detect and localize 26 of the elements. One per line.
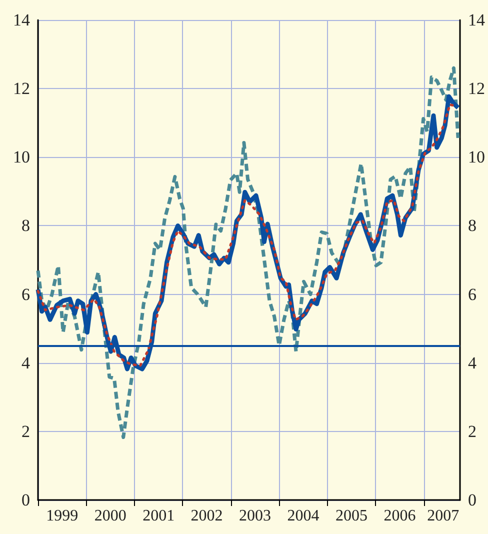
y2-tick-label: 10 bbox=[468, 148, 485, 167]
y2-tick-label: 2 bbox=[468, 422, 476, 441]
y-tick-label: 10 bbox=[13, 148, 30, 167]
x-tick-label: 2004 bbox=[287, 508, 320, 524]
y-tick-label: 12 bbox=[13, 79, 30, 98]
y-tick-label: 6 bbox=[22, 284, 30, 304]
line-series bbox=[36, 66, 460, 440]
y2-tick-label: 12 bbox=[468, 79, 485, 98]
y2-tick-label: 8 bbox=[468, 216, 476, 236]
x-tick-label: 2005 bbox=[335, 508, 368, 524]
x-tick-label: 2007 bbox=[427, 508, 460, 524]
y-tick-label: 4 bbox=[22, 353, 30, 372]
y-tick-label: 14 bbox=[13, 10, 30, 30]
y2-tick-label: 4 bbox=[468, 353, 477, 372]
x-tick-label: 2000 bbox=[94, 508, 126, 524]
y-tick-label: 0 bbox=[22, 490, 30, 510]
x-tick-label: 2006 bbox=[384, 508, 416, 524]
y2-tick-label: 0 bbox=[468, 490, 476, 510]
x-tick-label: 2002 bbox=[190, 508, 223, 524]
y2-tick-label: 14 bbox=[468, 10, 486, 30]
y-tick-label: 8 bbox=[22, 216, 30, 236]
y2-tick-label: 6 bbox=[468, 284, 476, 304]
x-tick-label: 2003 bbox=[239, 508, 272, 524]
x-tick-label: 1999 bbox=[46, 508, 78, 524]
y-tick-label: 2 bbox=[22, 422, 30, 441]
x-tick-label: 2001 bbox=[142, 508, 175, 524]
